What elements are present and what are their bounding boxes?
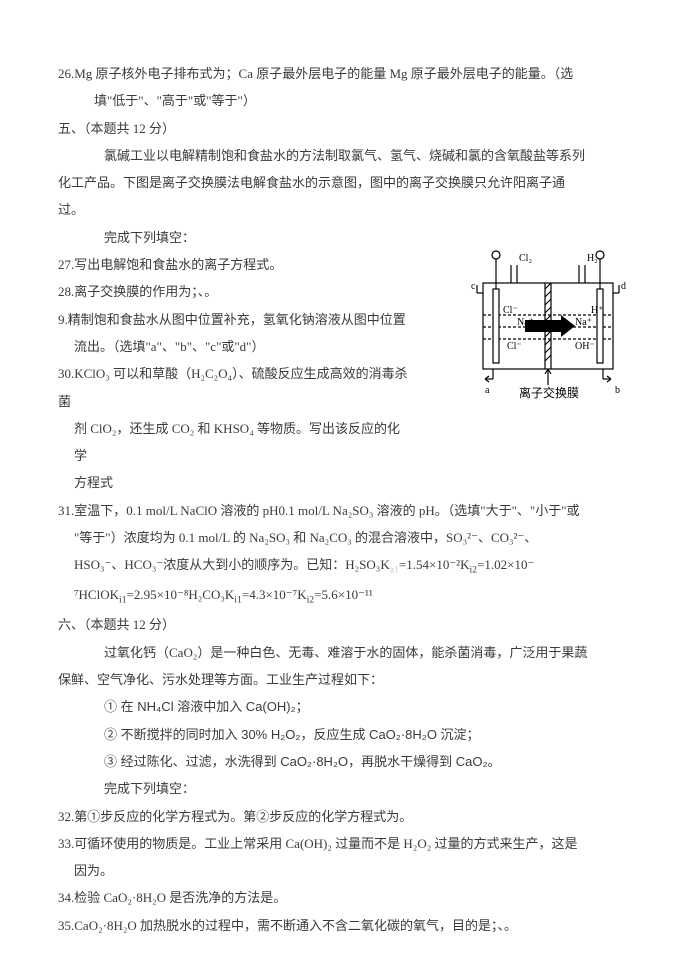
label-na-r: Na⁺ bbox=[575, 317, 592, 328]
q30c: 方程式 bbox=[58, 469, 408, 496]
q31d-i1b: i1 bbox=[234, 595, 242, 606]
q31c-main: HSO₃⁻、HCO₃⁻浓度从大到小的顺序为。已知：H₂SO₃K bbox=[74, 557, 390, 572]
sec6-p2: 保鲜、空气净化、污水处理等方面。工业生产过程如下： bbox=[58, 666, 633, 693]
q31d-i1: i1 bbox=[119, 595, 127, 606]
q26-line1: 26.Mg 原子核外电子排布式为；Ca 原子最外层电子的能量 Mg 原子最外层电… bbox=[58, 60, 633, 87]
q31d-tail: =5.6×10⁻¹¹ bbox=[314, 587, 373, 602]
q31c-tail: =1.54×10⁻²K bbox=[399, 557, 470, 572]
q28: 28.离子交换膜的作用为；、。 bbox=[58, 278, 408, 305]
q33a: 33.可循环使用的物质是。工业上常采用 Ca(OH)₂ 过量而不是 H₂O₂ 过… bbox=[58, 830, 633, 857]
label-h: H⁺ bbox=[591, 305, 604, 316]
sec6-p3: 完成下列填空： bbox=[58, 775, 633, 802]
q31a: 31.室温下，0.1 mol/L NaClO 溶液的 pH0.1 mol/L N… bbox=[58, 497, 633, 524]
q31b: "等于"）浓度均为 0.1 mol/L 的 Na₂SO₃ 和 Na₂CO₃ 的混… bbox=[58, 524, 633, 551]
q26-line2: 填"低于"、"高于"或"等于"） bbox=[58, 87, 633, 114]
q30b: 剂 ClO₂，还生成 CO₂ 和 KHSO₄ 等物质。写出该反应的化学 bbox=[58, 415, 408, 470]
sec6-p1: 过氧化钙（CaO₂）是一种白色、无毒、难溶于水的固体，能杀菌消毒，广泛用于果蔬 bbox=[58, 639, 633, 666]
sec6-s2: ② 不断搅拌的同时加入 30% H₂O₂，反应生成 CaO₂·8H₂O 沉淀； bbox=[58, 721, 633, 748]
q35: 35.CaO₂·8H₂O 加热脱水的过程中，需不断通入不含二氧化碳的氧气，目的是… bbox=[58, 912, 633, 939]
sec5-p3: 过。 bbox=[58, 196, 633, 223]
sec6-title: 六、（本题共 12 分） bbox=[58, 611, 633, 638]
sec5-title: 五、（本题共 12 分） bbox=[58, 115, 633, 142]
label-membrane: 离子交换膜 bbox=[519, 385, 579, 400]
q30a: 30.KClO₃ 可以和草酸（H₂C₂O₄）、硫酸反应生成高效的消毒杀菌 bbox=[58, 360, 408, 415]
electrolysis-diagram: Cl₂ H₂ c d Cl⁻ Na⁺ Na⁺ H⁺ Cl⁻ OH⁻ a b 离子… bbox=[463, 245, 633, 403]
q31d-s1: ⁷HClOK bbox=[74, 587, 119, 602]
sec6-s1: ① 在 NH₄Cl 溶液中加入 Ca(OH)₂； bbox=[58, 693, 633, 720]
q33b: 因为。 bbox=[58, 857, 633, 884]
label-cl-b: Cl⁻ bbox=[507, 341, 522, 352]
label-b: b bbox=[615, 385, 620, 396]
q31c: HSO₃⁻、HCO₃⁻浓度从大到小的顺序为。已知：H₂SO₃Ka1=1.54×1… bbox=[58, 551, 633, 581]
label-cl-top: Cl⁻ bbox=[503, 305, 518, 316]
label-d: d bbox=[621, 281, 626, 292]
label-c: c bbox=[471, 281, 476, 292]
sec5-p2: 化工产品。下图是离子交换膜法电解食盐水的示意图，图中的离子交换膜只允许阳离子通 bbox=[58, 169, 633, 196]
label-h2: H₂ bbox=[587, 253, 598, 264]
q31d: ⁷HClOKi1=2.95×10⁻⁸H₂CO₃Ki1=4.3×10⁻⁷Ki2=5… bbox=[58, 581, 633, 611]
label-oh: OH⁻ bbox=[575, 341, 595, 352]
q31c-tail2: =1.02×10⁻ bbox=[477, 557, 534, 572]
label-cl2: Cl₂ bbox=[519, 253, 532, 264]
q34: 34.检验 CaO₂·8H₂O 是否洗净的方法是。 bbox=[58, 884, 633, 911]
q32: 32.第①步反应的化学方程式为。第②步反应的化学方程式为。 bbox=[58, 803, 633, 830]
label-a: a bbox=[485, 385, 490, 396]
label-na-l: Na⁺ bbox=[517, 317, 534, 328]
q31c-i2: i2 bbox=[469, 565, 477, 576]
sec5-p1: 氯碱工业以电解精制饱和食盐水的方法制取氯气、氢气、烧碱和氯的含氧酸盐等系列 bbox=[58, 142, 633, 169]
sec6-s3: ③ 经过陈化、过滤，水洗得到 CaO₂·8H₂O，再脱水干燥得到 CaO₂。 bbox=[58, 748, 633, 775]
q31c-wm: a1 bbox=[390, 565, 399, 576]
q27: 27.写出电解饱和食盐水的离子方程式。 bbox=[58, 251, 408, 278]
q29b: 流出。（选填"a"、"b"、"c"或"d"） bbox=[58, 333, 408, 360]
q29a: 9.精制饱和食盐水从图中位置补充，氢氧化钠溶液从图中位置 bbox=[58, 306, 408, 333]
q31d-m: =2.95×10⁻⁸H₂CO₃K bbox=[127, 587, 235, 602]
q31d-m2: =4.3×10⁻⁷K bbox=[242, 587, 307, 602]
